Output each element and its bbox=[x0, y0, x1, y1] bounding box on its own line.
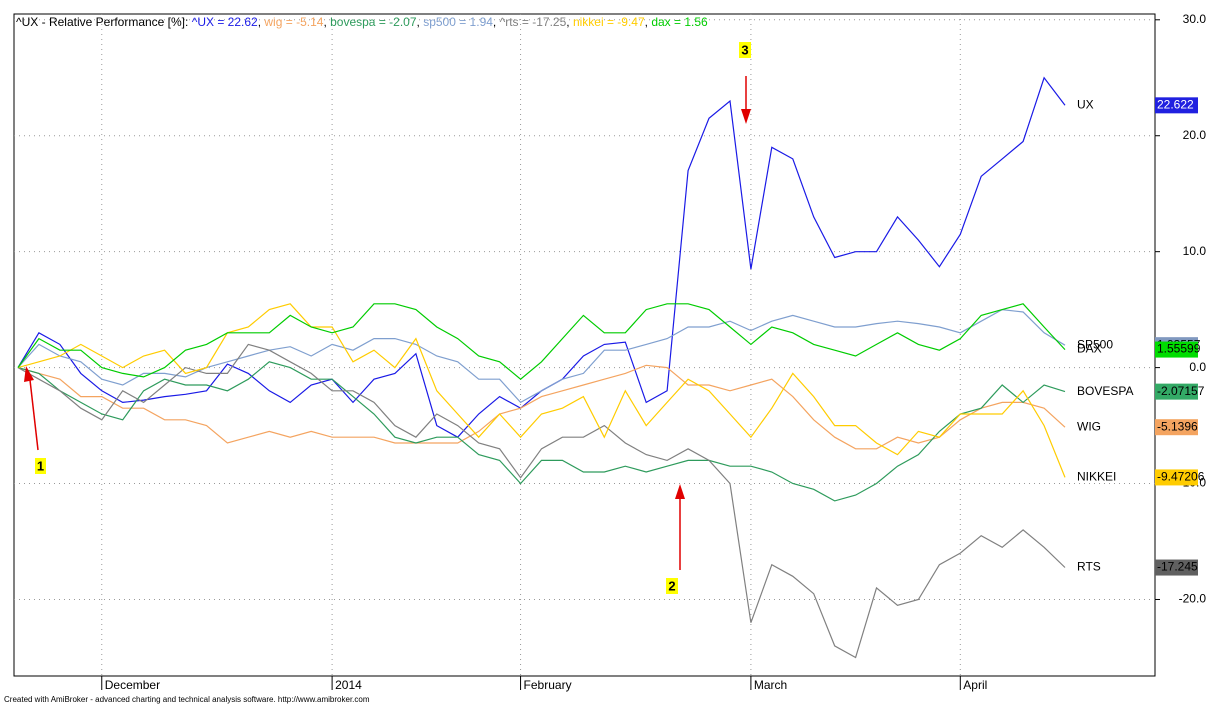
note-text: 1 bbox=[37, 458, 44, 473]
annotation: 1 bbox=[24, 366, 46, 474]
legend-entry: sp500 = 1.94 bbox=[423, 15, 493, 29]
series-name: UX bbox=[1077, 98, 1094, 112]
annotation: 3 bbox=[739, 42, 751, 124]
series-line bbox=[17, 361, 1066, 502]
series-line bbox=[17, 303, 1066, 478]
value-label: -17.245 bbox=[1157, 560, 1198, 574]
legend-entry: dax = 1.56 bbox=[651, 15, 708, 29]
value-label: 1.55599 bbox=[1157, 342, 1201, 356]
note-text: 3 bbox=[741, 42, 748, 57]
arrow bbox=[29, 379, 39, 451]
separator: , bbox=[323, 15, 330, 29]
note-text: 2 bbox=[668, 578, 675, 593]
separator: , bbox=[566, 15, 573, 29]
annotation: 2 bbox=[666, 484, 685, 594]
series-line bbox=[17, 364, 1066, 450]
value-label: -9.47206 bbox=[1157, 470, 1205, 484]
arrowhead bbox=[741, 109, 751, 124]
lines bbox=[17, 76, 1066, 659]
value-label: -2.07157 bbox=[1157, 384, 1205, 398]
y-tick-label: 30.0 bbox=[1183, 12, 1207, 26]
series-line bbox=[17, 303, 1066, 380]
legend-entry: ^rts = -17.25 bbox=[500, 15, 567, 29]
footer: Created with AmiBroker - advanced charti… bbox=[4, 695, 370, 704]
arrowhead bbox=[675, 484, 685, 499]
separator: , bbox=[417, 15, 424, 29]
legend-entry: ^UX = 22.62 bbox=[192, 15, 258, 29]
value-box bbox=[1155, 419, 1198, 436]
series-name: WIG bbox=[1077, 419, 1101, 433]
value-box bbox=[1155, 559, 1198, 576]
series-name: SP500 bbox=[1077, 337, 1113, 351]
series-line bbox=[17, 308, 1066, 404]
value-box bbox=[1155, 97, 1198, 114]
value-box bbox=[1155, 469, 1198, 486]
arrowhead bbox=[24, 366, 34, 382]
note-box bbox=[739, 42, 751, 58]
y-tick-label: 20.0 bbox=[1183, 128, 1207, 142]
note-box bbox=[35, 458, 46, 474]
chart-title: ^UX - Relative Performance [%]: ^UX = 22… bbox=[16, 15, 708, 29]
x-tick-label: April bbox=[963, 678, 987, 692]
series-name: BOVESPA bbox=[1077, 384, 1133, 398]
x-tick-label: March bbox=[754, 678, 787, 692]
series-line bbox=[17, 343, 1066, 659]
legend-entry: bovespa = -2.07 bbox=[330, 15, 417, 29]
legend-entry: wig = -5.14 bbox=[263, 15, 323, 29]
separator: , bbox=[258, 15, 265, 29]
y-tick-label: 0.0 bbox=[1189, 360, 1206, 374]
title-text: ^UX - Relative Performance [%]: bbox=[16, 15, 188, 29]
y-tick-label: 10.0 bbox=[1183, 244, 1207, 258]
note-box bbox=[666, 578, 678, 594]
x-tick-label: February bbox=[524, 678, 572, 692]
separator: , bbox=[493, 15, 500, 29]
value-label: -5.1396 bbox=[1157, 419, 1198, 433]
x-tick-label: December bbox=[105, 678, 160, 692]
y-tick-label: -20.0 bbox=[1179, 592, 1207, 606]
value-box bbox=[1155, 383, 1198, 400]
series-name: DAX bbox=[1077, 342, 1102, 356]
value-label: 22.622 bbox=[1157, 98, 1194, 112]
series-name: RTS bbox=[1077, 560, 1101, 574]
series-name: NIKKEI bbox=[1077, 470, 1116, 484]
legend-entry: nikkei = -9.47 bbox=[573, 15, 645, 29]
value-box bbox=[1155, 341, 1198, 358]
separator: , bbox=[645, 15, 652, 29]
x-tick-label: 2014 bbox=[335, 678, 362, 692]
